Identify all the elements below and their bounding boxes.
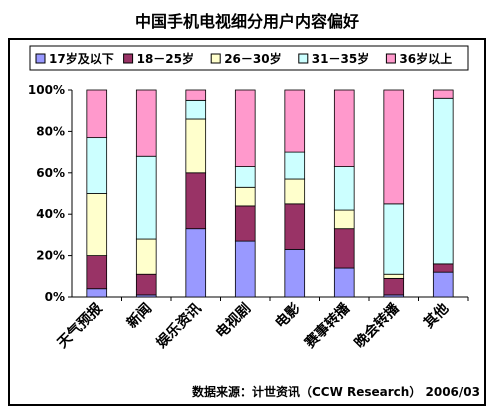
bar-segment xyxy=(432,97,454,265)
legend-swatch xyxy=(298,53,309,64)
bar-segment xyxy=(333,89,355,167)
x-tick-label: 新闻 xyxy=(123,300,155,332)
legend-swatch xyxy=(123,53,134,64)
legend-swatch xyxy=(385,53,396,64)
bar-segment xyxy=(185,172,207,230)
bar-segment xyxy=(86,137,108,194)
bar-segment xyxy=(234,205,256,242)
bar-segment xyxy=(135,273,157,296)
bar-segment xyxy=(86,288,108,298)
bar-segment xyxy=(185,99,207,120)
legend-swatch xyxy=(35,53,46,64)
y-tick-label: 0% xyxy=(45,290,65,304)
x-tick-label: 天气预报 xyxy=(54,300,106,352)
x-tick-label: 娱乐资讯 xyxy=(153,300,205,352)
x-tick-label: 晚会转播 xyxy=(351,299,403,351)
legend-swatch xyxy=(210,53,221,64)
data-source-note: 数据来源：计世资讯（CCW Research） 2006/03 xyxy=(191,385,480,399)
legend-label: 17岁及以下 xyxy=(49,51,114,66)
bar-segment xyxy=(333,267,355,298)
bar-segment xyxy=(333,166,355,211)
x-tick-label: 赛事转播 xyxy=(301,299,354,352)
bar-segment xyxy=(234,166,256,188)
chart-frame xyxy=(8,38,486,406)
bar-segment xyxy=(333,209,355,230)
y-tick-label: 80% xyxy=(36,124,65,138)
bar-segment xyxy=(432,263,454,273)
bar-segment xyxy=(432,271,454,298)
bar-segment xyxy=(383,89,405,205)
bar-segment xyxy=(284,151,306,180)
legend-label: 31－35岁 xyxy=(312,51,369,66)
y-tick-label: 40% xyxy=(36,207,65,221)
x-tick-label: 电影 xyxy=(272,300,304,332)
bar-segment xyxy=(383,273,405,279)
bar-segment xyxy=(432,89,454,99)
x-tick-label: 其他 xyxy=(420,300,452,332)
y-tick-label: 20% xyxy=(36,249,65,263)
bar-segment xyxy=(135,155,157,240)
bar-segment xyxy=(284,89,306,153)
bar-segment xyxy=(333,228,355,269)
x-tick-label: 电视剧 xyxy=(212,300,254,342)
bar-segment xyxy=(284,203,306,250)
bar-segment xyxy=(234,89,256,167)
bar-segment xyxy=(284,178,306,205)
bar-segment xyxy=(135,238,157,275)
bar-segment xyxy=(234,240,256,298)
y-tick-label: 100% xyxy=(28,83,65,97)
bar-segment xyxy=(284,248,306,298)
bar-segment xyxy=(135,89,157,157)
bar-segment xyxy=(185,118,207,174)
bar-segment xyxy=(86,89,108,139)
bar-segment xyxy=(185,89,207,101)
legend-label: 36岁以上 xyxy=(399,51,452,66)
bar-segment xyxy=(383,277,405,296)
bar-segment xyxy=(234,186,256,207)
bar-segment xyxy=(86,193,108,256)
y-tick-label: 60% xyxy=(36,166,65,180)
legend-label: 18－25岁 xyxy=(137,51,194,66)
bar-segment xyxy=(383,203,405,275)
chart-title: 中国手机电视细分用户内容偏好 xyxy=(134,12,359,31)
bar-segment xyxy=(185,228,207,298)
legend-label: 26－30岁 xyxy=(224,51,281,66)
bar-segment xyxy=(86,255,108,290)
